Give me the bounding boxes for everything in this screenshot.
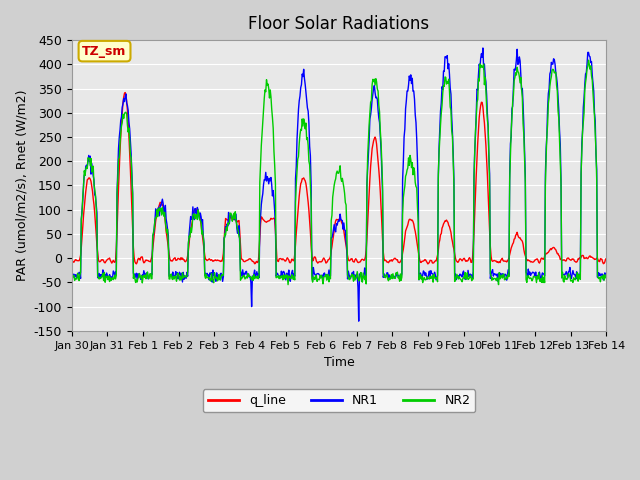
Legend: q_line, NR1, NR2: q_line, NR1, NR2 xyxy=(203,389,476,412)
NR1 xyxy=(187,214,195,219)
NR2 xyxy=(132,277,140,283)
NR2 xyxy=(420,275,428,280)
NR1 xyxy=(420,269,428,275)
NR1 xyxy=(404,82,412,88)
q_line xyxy=(133,260,141,265)
Y-axis label: PAR (umol/m2/s), Rnet (W/m2): PAR (umol/m2/s), Rnet (W/m2) xyxy=(15,90,28,281)
NR2 xyxy=(585,57,593,63)
q_line xyxy=(424,261,432,267)
q_line xyxy=(122,90,129,96)
NR1 xyxy=(132,270,140,276)
NR2 xyxy=(215,272,223,277)
NR2 xyxy=(404,155,412,161)
NR1 xyxy=(215,275,223,281)
Title: Floor Solar Radiations: Floor Solar Radiations xyxy=(248,15,429,33)
Line: NR1: NR1 xyxy=(72,48,606,321)
NR1 xyxy=(479,45,487,51)
NR1 xyxy=(602,274,610,279)
NR1 xyxy=(77,216,85,222)
NR2 xyxy=(187,225,195,231)
q_line xyxy=(77,244,85,250)
Text: TZ_sm: TZ_sm xyxy=(83,45,127,58)
NR2 xyxy=(77,216,85,222)
q_line xyxy=(216,258,223,264)
q_line xyxy=(68,257,76,263)
NR2 xyxy=(602,276,610,281)
Line: NR2: NR2 xyxy=(72,60,606,285)
NR1 xyxy=(355,318,363,324)
NR2 xyxy=(284,282,292,288)
q_line xyxy=(404,218,412,224)
X-axis label: Time: Time xyxy=(324,356,355,369)
q_line xyxy=(188,223,195,228)
q_line xyxy=(420,258,428,264)
Line: q_line: q_line xyxy=(72,93,606,264)
NR2 xyxy=(68,276,76,282)
q_line xyxy=(602,256,610,262)
NR1 xyxy=(68,272,76,277)
